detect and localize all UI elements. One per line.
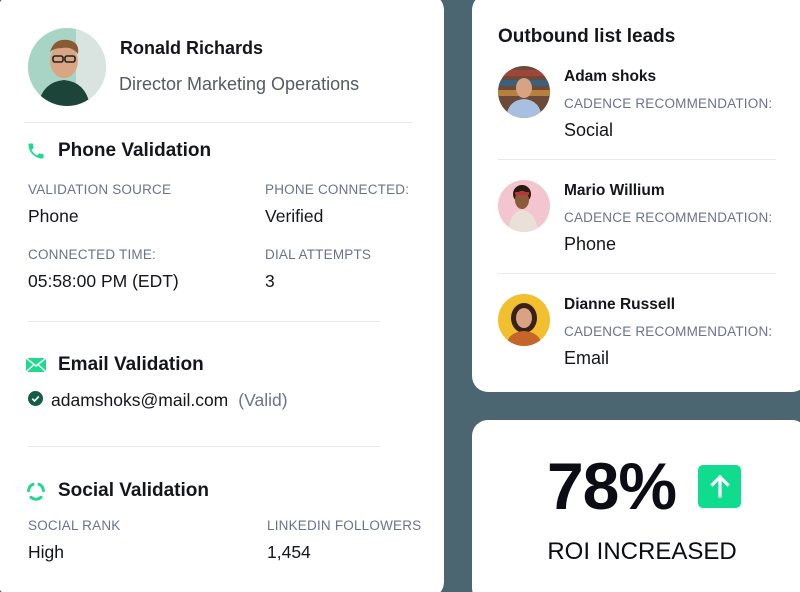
validation-source-label: VALIDATION SOURCE [28, 182, 172, 197]
linkedin-followers-label: LINKEDIN FOLLOWERS [267, 518, 422, 533]
refresh-cycle-icon [26, 481, 46, 501]
roi-card: 78% ROI INCREASED [472, 420, 800, 592]
cadence-label: CADENCE RECOMMENDATION: [564, 210, 773, 225]
lead-item[interactable]: Adam shoks CADENCE RECOMMENDATION: Socia… [472, 66, 800, 180]
lead-avatar [498, 180, 550, 232]
dial-attempts-value: 3 [265, 271, 275, 291]
outbound-leads-card: Outbound list leads Adam shoks CADENCE R… [472, 0, 800, 392]
divider [28, 321, 380, 322]
cadence-value: Phone [564, 234, 617, 254]
divider [498, 273, 776, 274]
profile-job-title: Director Marketing Operations [119, 74, 360, 94]
lead-item[interactable]: Mario Willium CADENCE RECOMMENDATION: Ph… [472, 180, 800, 294]
lead-name: Mario Willium [564, 182, 665, 199]
lead-avatar [498, 66, 550, 118]
cadence-value: Social [564, 120, 614, 140]
divider [498, 159, 776, 160]
social-validation-title: Social Validation [58, 480, 209, 501]
social-validation-heading: Social Validation [26, 480, 209, 502]
divider [28, 446, 380, 447]
roi-value: 78% [546, 449, 677, 523]
profile-avatar [28, 28, 106, 106]
phone-validation-heading: Phone Validation [26, 140, 211, 162]
profile-name: Ronald Richards [120, 38, 264, 58]
lead-item[interactable]: Dianne Russell CADENCE RECOMMENDATION: E… [472, 294, 800, 408]
email-status: (Valid) [238, 390, 288, 410]
cadence-label: CADENCE RECOMMENDATION: [564, 324, 773, 339]
phone-connected-label: PHONE CONNECTED: [265, 182, 410, 197]
phone-validation-title: Phone Validation [58, 140, 212, 161]
arrow-up-icon [698, 464, 742, 508]
email-address: adamshoks@mail.com [51, 390, 229, 410]
envelope-icon [26, 355, 46, 375]
phone-connected-value: Verified [265, 206, 324, 226]
check-circle-icon [28, 390, 43, 411]
linkedin-followers-value: 1,454 [267, 542, 311, 562]
lead-avatar [498, 294, 550, 346]
email-validation-title: Email Validation [58, 354, 204, 375]
email-row: adamshoks@mail.com (Valid) [28, 390, 288, 411]
email-validation-heading: Email Validation [26, 354, 204, 376]
connected-time-label: CONNECTED TIME: [28, 247, 157, 262]
roi-row: 78% [472, 448, 800, 524]
social-rank-label: SOCIAL RANK [28, 518, 121, 533]
cadence-label: CADENCE RECOMMENDATION: [564, 96, 773, 111]
social-rank-value: High [28, 542, 64, 562]
connected-time-value: 05:58:00 PM (EDT) [28, 271, 179, 291]
lead-name: Adam shoks [564, 68, 657, 85]
divider [24, 122, 412, 123]
validation-source-value: Phone [28, 206, 79, 226]
lead-name: Dianne Russell [564, 296, 676, 313]
cadence-value: Email [564, 348, 610, 368]
contact-validation-card: Ronald Richards Director Marketing Opera… [0, 0, 444, 592]
leads-title: Outbound list leads [498, 26, 676, 47]
phone-icon [26, 141, 46, 161]
roi-label: ROI INCREASED [547, 538, 737, 565]
dial-attempts-label: DIAL ATTEMPTS [265, 247, 372, 262]
